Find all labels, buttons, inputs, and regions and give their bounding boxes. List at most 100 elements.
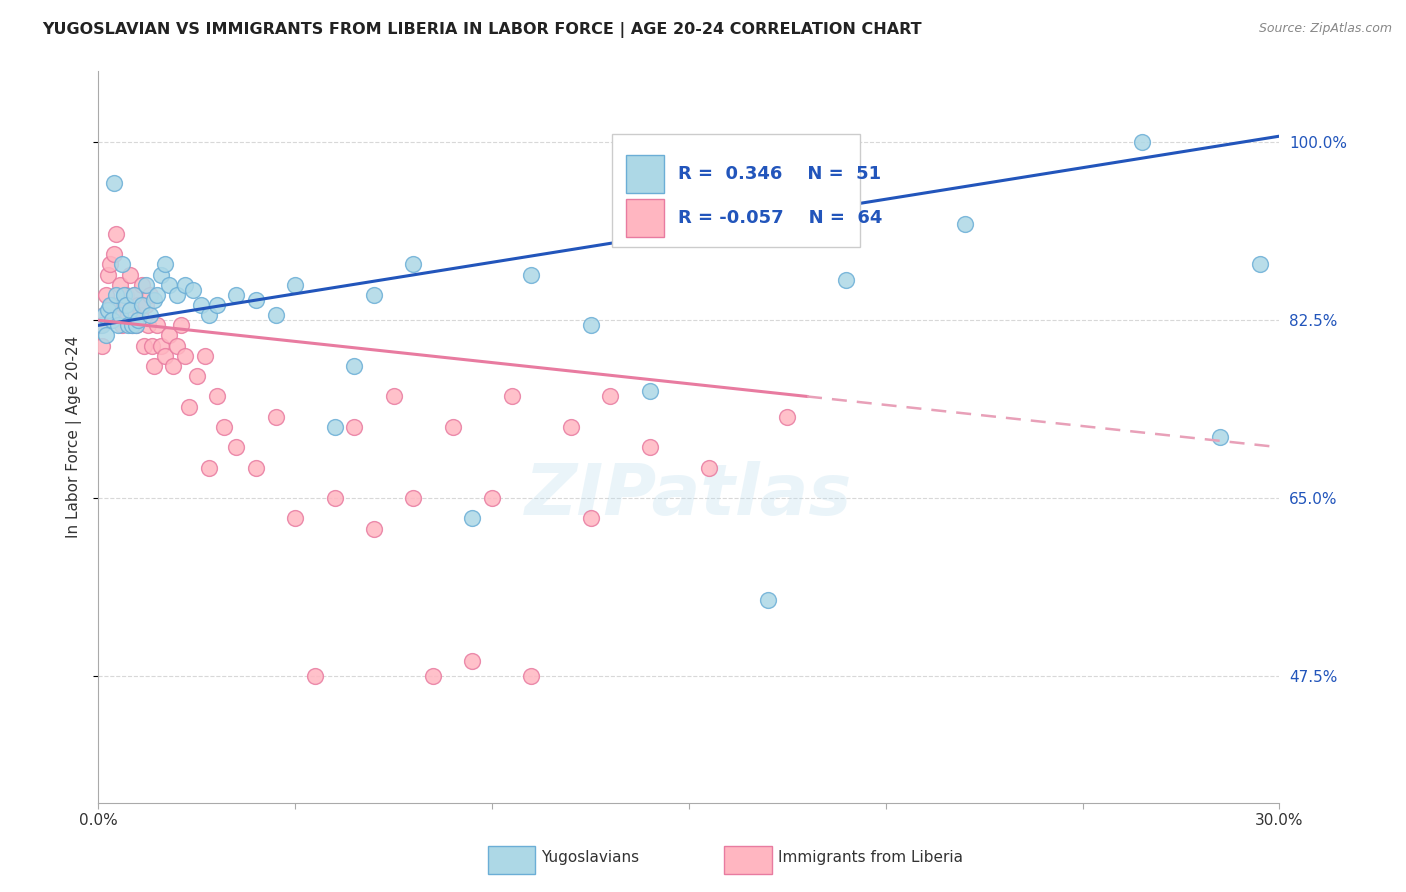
Point [579,318,602,333]
Point [118,303,141,318]
FancyBboxPatch shape [612,134,860,247]
Point [141,339,163,353]
Point [135,298,157,312]
Point [461,511,484,525]
Point [121,318,143,333]
Point [115,288,138,302]
Point [194,349,217,363]
Point [166,339,188,353]
Text: R = -0.057    N =  64: R = -0.057 N = 64 [678,209,883,227]
Point [756,592,779,607]
Point [638,384,661,399]
Point [93,308,115,322]
Point [402,257,425,271]
Point [190,298,212,312]
Point [363,288,385,302]
Point [107,318,129,333]
Point [89,318,111,333]
Point [225,288,247,302]
Point [138,308,160,322]
Point [181,283,204,297]
Point [174,277,197,292]
Point [1249,257,1271,271]
Point [155,257,177,271]
Point [599,389,621,403]
Y-axis label: In Labor Force | Age 20-24: In Labor Force | Age 20-24 [66,336,83,538]
Point [264,409,287,424]
Point [135,277,157,292]
Point [117,318,139,333]
Point [101,313,124,327]
Text: Yugoslavians: Yugoslavians [541,850,640,865]
Point [142,293,165,307]
Point [157,277,180,292]
Point [776,409,799,424]
Point [441,420,464,434]
Point [127,298,149,312]
FancyBboxPatch shape [724,846,772,874]
Point [108,308,131,322]
Point [284,277,307,292]
Point [264,308,287,322]
Point [103,176,125,190]
Point [93,308,115,322]
Point [136,318,159,333]
Point [225,440,247,454]
Point [382,389,405,403]
Point [1209,430,1232,444]
Point [166,288,188,302]
Point [128,308,150,322]
Point [214,420,236,434]
Point [323,491,346,505]
Point [127,313,149,327]
FancyBboxPatch shape [488,846,536,874]
Point [197,308,219,322]
Point [112,288,135,302]
Point [112,298,135,312]
Point [142,359,165,373]
Point [155,349,177,363]
Point [638,440,661,454]
Point [105,227,128,241]
Point [304,669,326,683]
Point [323,420,346,434]
Point [125,318,148,333]
Point [111,318,134,333]
Point [107,308,129,322]
Point [1130,136,1153,150]
Text: YUGOSLAVIAN VS IMMIGRANTS FROM LIBERIA IN LABOR FORCE | AGE 20-24 CORRELATION CH: YUGOSLAVIAN VS IMMIGRANTS FROM LIBERIA I… [42,22,922,38]
Point [205,298,228,312]
Point [245,460,267,475]
Point [121,318,143,333]
FancyBboxPatch shape [626,154,664,193]
Point [108,277,131,292]
Point [245,293,267,307]
Point [96,288,118,302]
Point [111,257,134,271]
Point [197,460,219,475]
Point [122,288,145,302]
Text: R =  0.346    N =  51: R = 0.346 N = 51 [678,165,882,183]
Point [150,268,173,282]
Text: Immigrants from Liberia: Immigrants from Liberia [778,850,963,865]
Point [501,389,523,403]
Point [520,268,543,282]
Point [461,654,484,668]
Text: Source: ZipAtlas.com: Source: ZipAtlas.com [1258,22,1392,36]
Point [98,257,121,271]
Point [697,460,720,475]
FancyBboxPatch shape [626,199,664,236]
Point [520,669,543,683]
Point [131,298,153,312]
Point [177,400,200,414]
Point [422,669,444,683]
Point [131,277,153,292]
Text: ZIPatlas: ZIPatlas [526,461,852,530]
Point [579,511,602,525]
Point [146,288,169,302]
Point [103,247,125,261]
Point [953,217,976,231]
Point [98,298,121,312]
Point [115,298,138,312]
Point [157,328,180,343]
